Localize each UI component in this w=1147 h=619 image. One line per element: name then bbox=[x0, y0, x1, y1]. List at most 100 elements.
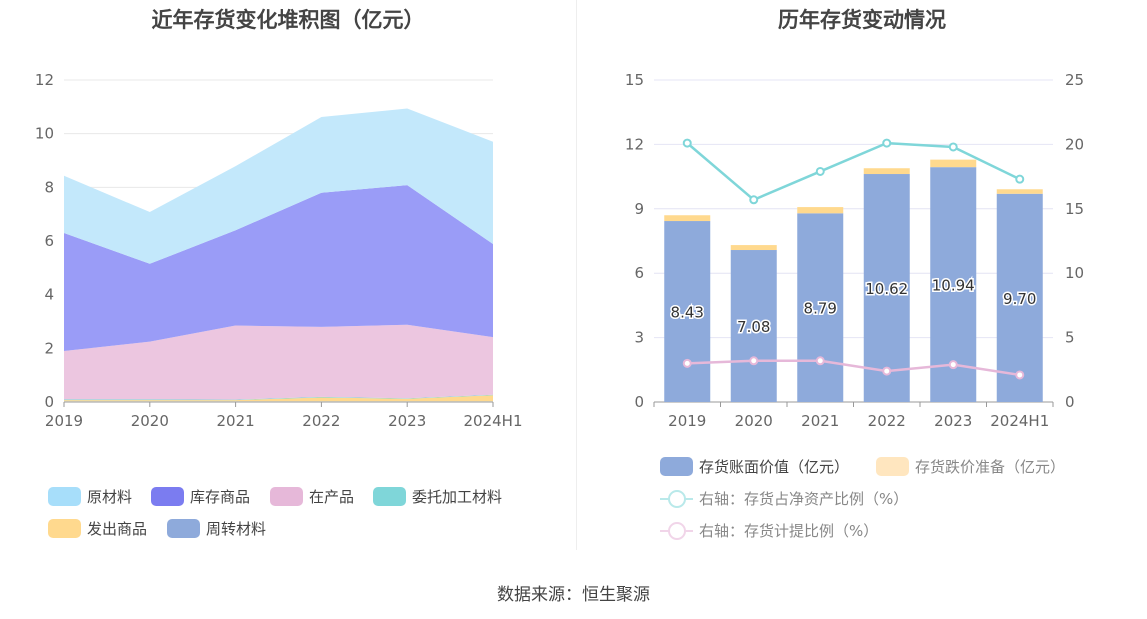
line-point bbox=[882, 138, 892, 148]
legend-label: 存货账面价值（亿元） bbox=[699, 458, 850, 476]
area-series-库存商品 bbox=[64, 185, 493, 352]
y-left-tick-label: 9 bbox=[634, 200, 644, 218]
x-tick-label: 2020 bbox=[735, 412, 773, 430]
legend-swatch bbox=[373, 487, 406, 506]
legend-item-raw-material[interactable]: 原材料 bbox=[48, 486, 132, 507]
source-note: 数据来源：恒生聚源 bbox=[497, 585, 650, 605]
bar-impairment bbox=[730, 245, 777, 251]
area-series-原材料 bbox=[64, 108, 493, 264]
line-point bbox=[682, 138, 692, 148]
y-left-tick-label: 15 bbox=[625, 71, 644, 89]
right-legend: 存货账面价值（亿元） 存货跌价准备（亿元） 右轴：存货占净资产比例（%） 右轴：… bbox=[577, 0, 1147, 560]
line-point bbox=[948, 142, 958, 152]
y-right-tick-label: 0 bbox=[1065, 393, 1075, 411]
legend-label: 右轴：存货计提比例（%） bbox=[699, 522, 879, 540]
y-right-tick-label: 25 bbox=[1065, 71, 1084, 89]
y-tick-label: 2 bbox=[44, 339, 54, 357]
legend-item-finished-goods[interactable]: 库存商品 bbox=[151, 486, 250, 507]
line-point bbox=[948, 360, 958, 370]
x-tick-label: 2019 bbox=[668, 412, 706, 430]
line-point bbox=[1015, 174, 1025, 184]
x-tick-label: 2021 bbox=[801, 412, 839, 430]
legend-item-wip[interactable]: 在产品 bbox=[270, 486, 354, 507]
left-chart-panel: 近年存货变化堆积图（亿元） 0 2 4 6 8 10 12 2019 2020 2021 2022 2… bbox=[0, 0, 576, 560]
x-tick-label: 2020 bbox=[131, 412, 169, 430]
left-chart-title: 近年存货变化堆积图（亿元） bbox=[151, 8, 425, 32]
y-tick-label: 10 bbox=[35, 125, 54, 143]
legend-label: 发出商品 bbox=[87, 520, 148, 538]
y-right-tick-label: 20 bbox=[1065, 135, 1084, 153]
x-tick-label: 2024H1 bbox=[990, 412, 1049, 430]
bar-impairment bbox=[930, 159, 977, 168]
legend-label: 周转材料 bbox=[206, 520, 267, 538]
bar-line-combo-chart: 0 3 6 9 12 15 0 5 10 15 20 25 8.43 2019 7.08 2020 8.79 20… bbox=[625, 71, 1084, 430]
legend-item-inventory-ratio[interactable]: 右轴：存货占净资产比例（%） bbox=[660, 488, 908, 509]
line-point bbox=[882, 366, 892, 376]
x-tick-label: 2023 bbox=[388, 412, 426, 430]
bar-data-label: 10.94 bbox=[932, 277, 975, 295]
x-tick-label: 2023 bbox=[934, 412, 972, 430]
bar-book-value bbox=[996, 193, 1043, 402]
y-right-tick-label: 5 bbox=[1065, 329, 1075, 347]
legend-swatch bbox=[48, 487, 81, 506]
x-tick-label: 2022 bbox=[302, 412, 340, 430]
legend-swatch bbox=[270, 487, 303, 506]
legend-label: 委托加工材料 bbox=[412, 488, 503, 506]
legend-item-provision-ratio[interactable]: 右轴：存货计提比例（%） bbox=[660, 520, 878, 541]
area-series-在产品 bbox=[64, 324, 493, 400]
bar-data-label: 8.79 bbox=[804, 300, 837, 318]
bar-impairment bbox=[664, 215, 711, 222]
y-tick-label: 8 bbox=[44, 178, 54, 196]
y-left-tick-label: 12 bbox=[625, 135, 644, 153]
bar-impairment bbox=[996, 189, 1043, 194]
bar-data-label: 8.43 bbox=[671, 304, 704, 322]
y-tick-label: 6 bbox=[44, 232, 54, 250]
stacked-area-chart: 0 2 4 6 8 10 12 2019 2020 2021 2022 2023 2024H1 bbox=[35, 71, 523, 430]
legend-label: 库存商品 bbox=[190, 488, 251, 506]
legend-line-swatch bbox=[660, 521, 693, 540]
area-series-发出商品 bbox=[64, 395, 493, 402]
y-tick-label: 4 bbox=[44, 286, 54, 304]
bar-book-value bbox=[797, 213, 844, 402]
y-left-tick-label: 3 bbox=[634, 329, 644, 347]
x-tick-label: 2021 bbox=[217, 412, 255, 430]
legend-swatch bbox=[167, 519, 200, 538]
line-series bbox=[686, 141, 1021, 202]
bar-book-value bbox=[863, 174, 910, 402]
line-point bbox=[749, 356, 759, 366]
bar-data-label: 7.08 bbox=[737, 318, 770, 336]
y-tick-label: 0 bbox=[44, 393, 54, 411]
legend-item-goods-shipped[interactable]: 发出商品 bbox=[48, 518, 147, 539]
legend-label: 右轴：存货占净资产比例（%） bbox=[699, 490, 909, 508]
legend-item-consigned-material[interactable]: 委托加工材料 bbox=[373, 486, 502, 507]
x-tick-label: 2024H1 bbox=[464, 412, 523, 430]
bar-data-label: 10.62 bbox=[865, 280, 908, 298]
bar-data-label: 9.70 bbox=[1003, 290, 1036, 308]
line-point bbox=[1015, 370, 1025, 380]
bar-book-value bbox=[664, 221, 711, 402]
legend-label: 原材料 bbox=[87, 488, 133, 506]
y-left-tick-label: 0 bbox=[634, 393, 644, 411]
line-point bbox=[749, 195, 759, 205]
y-tick-label: 12 bbox=[35, 71, 54, 89]
legend-swatch bbox=[660, 457, 693, 476]
legend-line-swatch bbox=[660, 489, 693, 508]
legend-item-turnover-material[interactable]: 周转材料 bbox=[167, 518, 266, 539]
legend-label: 在产品 bbox=[309, 488, 355, 506]
right-chart-title: 历年存货变动情况 bbox=[778, 8, 946, 32]
y-right-tick-label: 10 bbox=[1065, 264, 1084, 282]
area-series-周转材料 bbox=[64, 401, 493, 402]
x-tick-label: 2022 bbox=[868, 412, 906, 430]
area-series-委托加工材料 bbox=[64, 394, 493, 401]
line-point bbox=[815, 166, 825, 176]
legend-item-book-value[interactable]: 存货账面价值（亿元） bbox=[660, 456, 849, 477]
y-right-tick-label: 15 bbox=[1065, 200, 1084, 218]
left-legend: 原材料 库存商品 在产品 委托加工材料 发出商品 周转材料 bbox=[0, 0, 576, 560]
line-point bbox=[815, 356, 825, 366]
legend-swatch bbox=[151, 487, 184, 506]
line-point bbox=[682, 358, 692, 368]
legend-item-impairment[interactable]: 存货跌价准备（亿元） bbox=[876, 456, 1065, 477]
bar-book-value bbox=[730, 250, 777, 402]
bar-impairment bbox=[797, 207, 844, 214]
panel-divider bbox=[576, 0, 577, 550]
